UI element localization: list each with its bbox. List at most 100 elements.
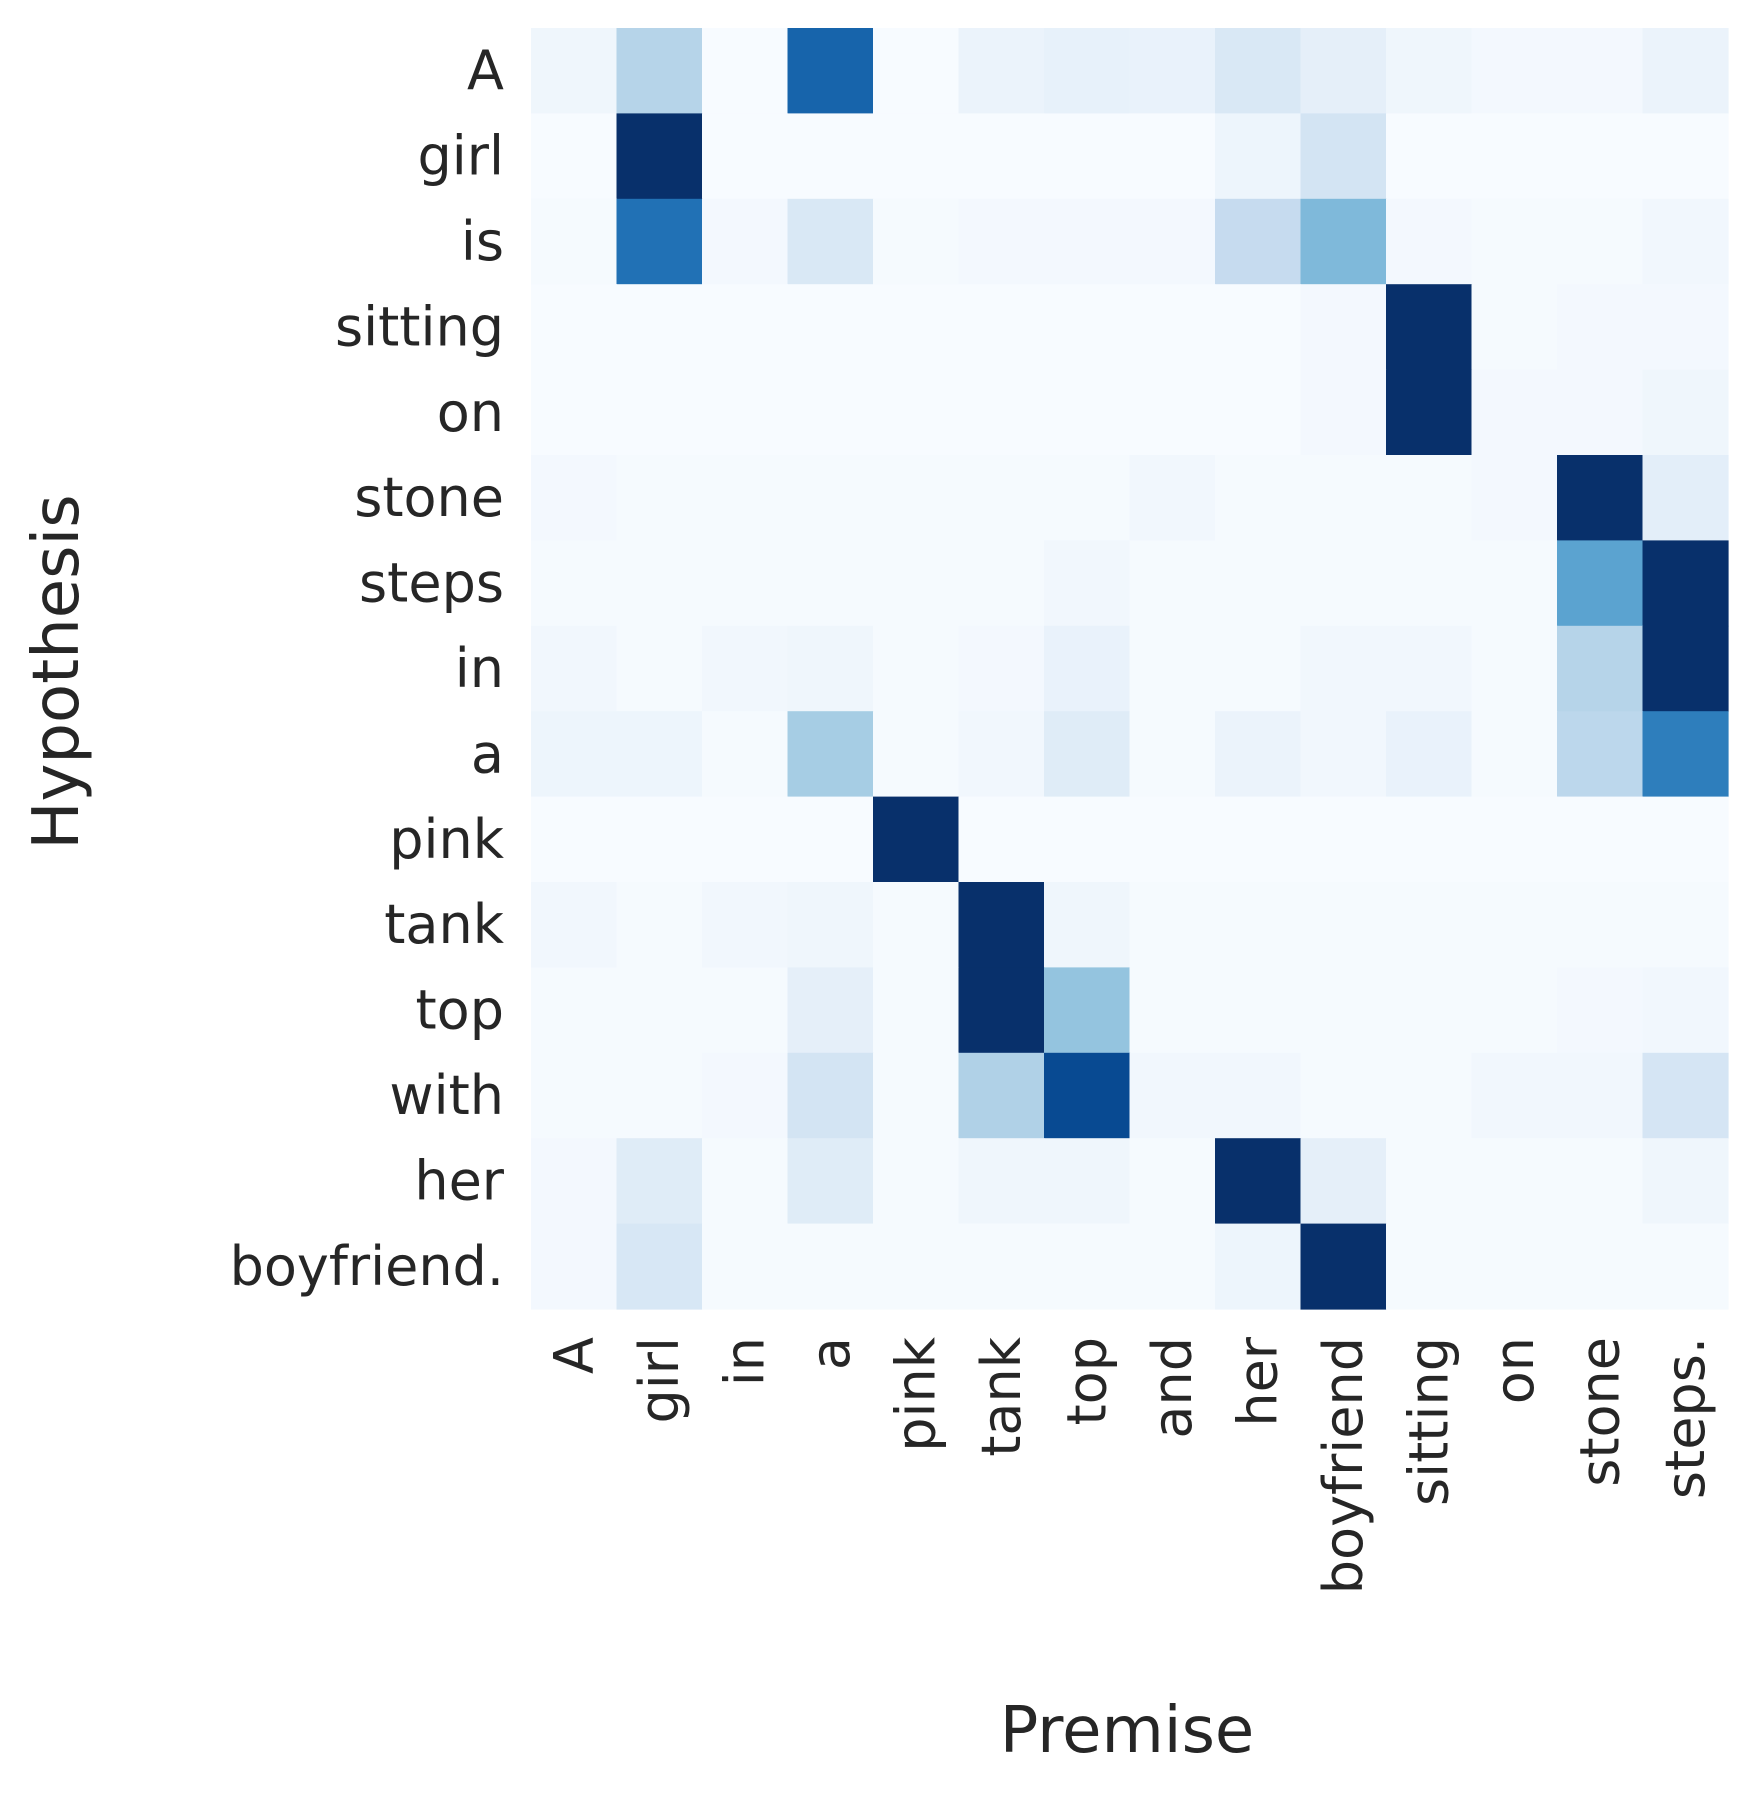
heatmap-cell-r11-c0 [531,967,618,1054]
heatmap-cell-r9-c12 [1557,796,1644,883]
heatmap-cell-r9-c11 [1471,796,1558,883]
heatmap-cell-r14-c12 [1557,1223,1644,1310]
heatmap-cell-r11-c1 [616,967,703,1054]
heatmap-cell-r11-c3 [787,967,874,1054]
heatmap-cell-r11-c7 [1129,967,1216,1054]
heatmap-cell-r13-c10 [1386,1138,1473,1225]
heatmap-cell-r7-c8 [1215,625,1302,712]
heatmap-cell-r2-c7 [1129,198,1216,285]
heatmap-cell-r13-c9 [1300,1138,1387,1225]
heatmap-cell-r9-c10 [1386,796,1473,883]
x-tick-label: stone [1568,1337,1631,1487]
heatmap-cell-r14-c3 [787,1223,874,1310]
heatmap-cell-r12-c9 [1300,1052,1387,1139]
heatmap-cell-r4-c8 [1215,369,1302,456]
heatmap-cell-r13-c8 [1215,1138,1302,1225]
heatmap-cell-r4-c5 [958,369,1045,456]
heatmap-cell-r2-c10 [1386,198,1473,285]
heatmap-cell-r8-c0 [531,711,618,798]
heatmap-cell-r3-c8 [1215,284,1302,371]
heatmap-cell-r12-c13 [1642,1052,1729,1139]
y-axis-label: Hypothesis [20,494,94,849]
heatmap-cell-r6-c11 [1471,540,1558,627]
heatmap-cell-r7-c5 [958,625,1045,712]
heatmap-cell-r1-c11 [1471,113,1558,200]
x-tick-label: and [1141,1337,1204,1439]
heatmap-cell-r3-c11 [1471,284,1558,371]
x-tick-label: in [713,1337,776,1386]
heatmap-cell-r8-c13 [1642,711,1729,798]
heatmap-cell-r2-c3 [787,198,874,285]
heatmap-cell-r8-c12 [1557,711,1644,798]
x-tick-label: on [1483,1337,1546,1404]
y-tick-label: her [414,1149,504,1212]
heatmap-cell-r10-c5 [958,882,1045,968]
heatmap-cell-r9-c2 [702,796,789,883]
heatmap-cell-r0-c6 [1044,28,1131,114]
heatmap-cell-r13-c6 [1044,1138,1131,1225]
heatmap-cell-r3-c5 [958,284,1045,371]
heatmap-cell-r0-c2 [702,28,789,114]
heatmap-cell-r10-c8 [1215,882,1302,968]
heatmap-cell-r14-c1 [616,1223,703,1310]
heatmap-cell-r4-c11 [1471,369,1558,456]
heatmap-cell-r14-c6 [1044,1223,1131,1310]
heatmap-cell-r7-c11 [1471,625,1558,712]
x-tick-label: boyfriend [1312,1337,1375,1594]
heatmap-cell-r9-c7 [1129,796,1216,883]
heatmap-cell-r4-c2 [702,369,789,456]
heatmap-cell-r3-c9 [1300,284,1387,371]
heatmap-cell-r2-c8 [1215,198,1302,285]
heatmap-cell-r0-c4 [873,28,960,114]
heatmap-cell-r0-c1 [616,28,703,114]
heatmap-cell-r9-c13 [1642,796,1729,883]
heatmap-cell-r10-c2 [702,882,789,968]
heatmap-cell-r5-c7 [1129,455,1216,541]
heatmap-cell-r10-c1 [616,882,703,968]
heatmap-cell-r14-c5 [958,1223,1045,1310]
heatmap-cell-r6-c12 [1557,540,1644,627]
heatmap-cell-r6-c8 [1215,540,1302,627]
heatmap-cell-r12-c8 [1215,1052,1302,1139]
heatmap-cell-r9-c3 [787,796,874,883]
heatmap-cell-r6-c9 [1300,540,1387,627]
heatmap-cell-r3-c12 [1557,284,1644,371]
heatmap-cell-r11-c11 [1471,967,1558,1054]
heatmap-cell-r9-c4 [873,796,960,883]
heatmap-cell-r6-c3 [787,540,874,627]
heatmap-cell-r7-c1 [616,625,703,712]
heatmap-cell-r2-c9 [1300,198,1387,285]
heatmap-cell-r6-c13 [1642,540,1729,627]
heatmap-cell-r1-c9 [1300,113,1387,200]
heatmap-cell-r10-c7 [1129,882,1216,968]
heatmap-cell-r11-c2 [702,967,789,1054]
heatmap-cell-r7-c9 [1300,625,1387,712]
y-tick-label: is [461,210,504,273]
heatmap-cell-r4-c3 [787,369,874,456]
heatmap-cell-r7-c6 [1044,625,1131,712]
heatmap-cell-r6-c1 [616,540,703,627]
heatmap-cell-r0-c9 [1300,28,1387,114]
x-tick-label: top [1055,1337,1118,1426]
heatmap-cell-r1-c0 [531,113,618,200]
heatmap-cell-r10-c11 [1471,882,1558,968]
heatmap-cell-r11-c12 [1557,967,1644,1054]
heatmap-cell-r10-c3 [787,882,874,968]
heatmap-cell-r9-c6 [1044,796,1131,883]
heatmap-cell-r14-c2 [702,1223,789,1310]
heatmap-cell-r12-c3 [787,1052,874,1139]
heatmap-cell-r0-c13 [1642,28,1729,114]
heatmap-cell-r0-c11 [1471,28,1558,114]
heatmap-cell-r12-c11 [1471,1052,1558,1139]
heatmap-cell-r4-c4 [873,369,960,456]
heatmap-cell-r2-c2 [702,198,789,285]
x-tick-label: tank [970,1336,1033,1456]
heatmap-cell-r0-c12 [1557,28,1644,114]
heatmap-cell-r2-c1 [616,198,703,285]
heatmap-cell-r1-c10 [1386,113,1473,200]
heatmap-cell-r1-c3 [787,113,874,200]
y-tick-label: sitting [335,295,504,358]
heatmap-cell-r14-c13 [1642,1223,1729,1310]
heatmap-cell-r4-c0 [531,369,618,456]
